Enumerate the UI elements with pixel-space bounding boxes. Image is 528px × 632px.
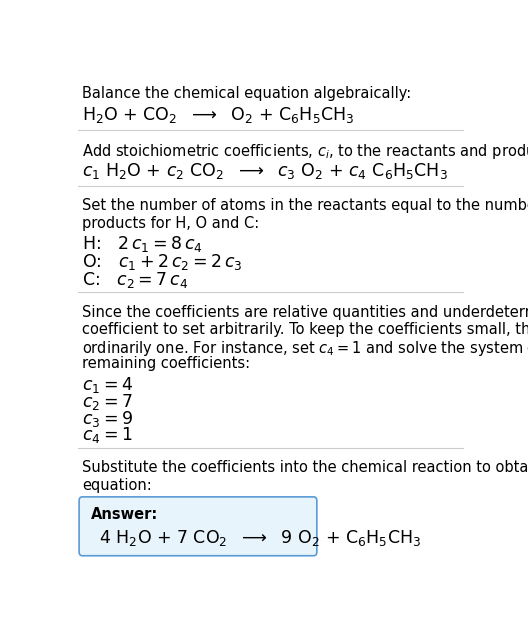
Text: Set the number of atoms in the reactants equal to the number of atoms in the: Set the number of atoms in the reactants…	[82, 198, 528, 214]
Text: remaining coefficients:: remaining coefficients:	[82, 356, 250, 372]
Text: C:   $c_{2} = 7\,c_{4}$: C: $c_{2} = 7\,c_{4}$	[82, 270, 188, 289]
Text: coefficient to set arbitrarily. To keep the coefficients small, the arbitrary va: coefficient to set arbitrarily. To keep …	[82, 322, 528, 337]
Text: O:   $c_{1} + 2\,c_{2} = 2\,c_{3}$: O: $c_{1} + 2\,c_{2} = 2\,c_{3}$	[82, 252, 243, 272]
Text: Answer:: Answer:	[91, 507, 158, 522]
Text: $c_{1} = 4$: $c_{1} = 4$	[82, 375, 134, 396]
Text: $c_{3} = 9$: $c_{3} = 9$	[82, 409, 134, 428]
Text: Substitute the coefficients into the chemical reaction to obtain the balanced: Substitute the coefficients into the che…	[82, 461, 528, 475]
Text: $c_{1}$ H$_{2}$O + $c_{2}$ CO$_{2}$  $\longrightarrow$  $c_{3}$ O$_{2}$ + $c_{4}: $c_{1}$ H$_{2}$O + $c_{2}$ CO$_{2}$ $\lo…	[82, 161, 448, 181]
Text: equation:: equation:	[82, 478, 152, 493]
Text: Balance the chemical equation algebraically:: Balance the chemical equation algebraica…	[82, 85, 412, 100]
FancyBboxPatch shape	[79, 497, 317, 556]
Text: $c_{2} = 7$: $c_{2} = 7$	[82, 392, 133, 412]
Text: 4 H$_{2}$O + 7 CO$_{2}$  $\longrightarrow$  9 O$_{2}$ + C$_{6}$H$_{5}$CH$_{3}$: 4 H$_{2}$O + 7 CO$_{2}$ $\longrightarrow…	[99, 528, 421, 547]
Text: products for H, O and C:: products for H, O and C:	[82, 216, 260, 231]
Text: H:   $2\,c_{1} = 8\,c_{4}$: H: $2\,c_{1} = 8\,c_{4}$	[82, 234, 203, 255]
Text: Add stoichiometric coefficients, $c_{i}$, to the reactants and products:: Add stoichiometric coefficients, $c_{i}$…	[82, 142, 528, 161]
Text: Since the coefficients are relative quantities and underdetermined, choose a: Since the coefficients are relative quan…	[82, 305, 528, 320]
Text: H$_{2}$O + CO$_{2}$  $\longrightarrow$  O$_{2}$ + C$_{6}$H$_{5}$CH$_{3}$: H$_{2}$O + CO$_{2}$ $\longrightarrow$ O$…	[82, 105, 355, 125]
Text: ordinarily one. For instance, set $c_{4} = 1$ and solve the system of equations : ordinarily one. For instance, set $c_{4}…	[82, 339, 528, 358]
Text: $c_{4} = 1$: $c_{4} = 1$	[82, 425, 133, 446]
